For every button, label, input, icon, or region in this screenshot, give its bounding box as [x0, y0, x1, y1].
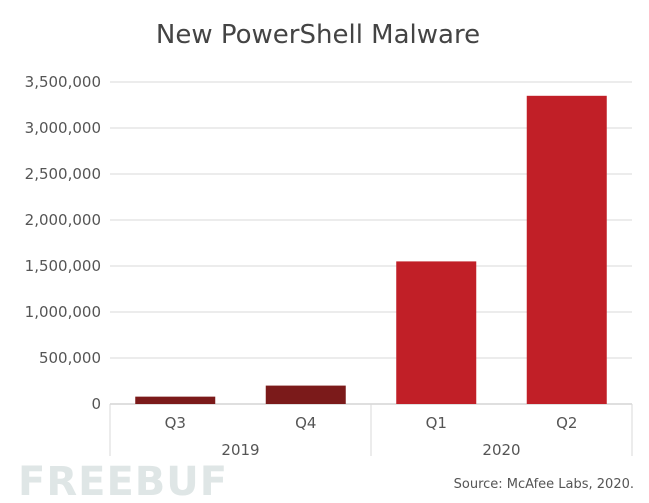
y-axis-ticks: 3,500,000 3,000,000 2,500,000 2,000,000 1,50…	[25, 73, 101, 413]
y-tick-label: 0	[91, 395, 101, 413]
y-tick-label: 3,500,000	[25, 73, 101, 91]
x-tick-label: Q4	[295, 414, 316, 432]
y-tick-label: 2,000,000	[25, 211, 101, 229]
x-group-label: 2019	[221, 441, 259, 459]
x-tick-label: Q1	[426, 414, 447, 432]
bar-q1	[396, 261, 477, 404]
y-tick-label: 1,000,000	[25, 303, 101, 321]
x-tick-label: Q2	[556, 414, 577, 432]
y-tick-label: 500,000	[39, 349, 101, 367]
y-tick-label: 3,000,000	[25, 119, 101, 137]
watermark-logo: FREEBUF	[18, 459, 228, 503]
gridlines	[110, 81, 632, 405]
x-group-label: 2020	[482, 441, 520, 459]
bar-q2	[526, 95, 607, 405]
source-note: Source: McAfee Labs, 2020.	[454, 477, 634, 492]
x-axis: Q3 Q4 2019 Q1 Q2 2020	[109, 404, 633, 459]
chart-title: New PowerShell Malware	[156, 20, 480, 50]
bars	[135, 95, 607, 405]
y-tick-label: 2,500,000	[25, 165, 101, 183]
bar-q4	[265, 385, 346, 404]
x-tick-label: Q3	[165, 414, 186, 432]
bar-q3	[135, 396, 216, 404]
y-tick-label: 1,500,000	[25, 257, 101, 275]
